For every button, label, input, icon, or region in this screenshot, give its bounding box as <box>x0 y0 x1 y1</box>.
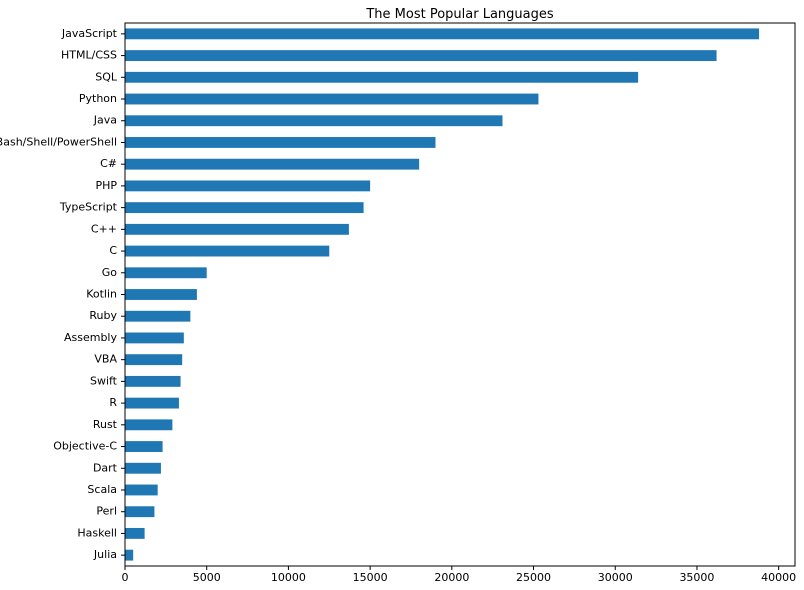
y-tick-label: Rust <box>93 418 118 431</box>
bar <box>125 245 330 257</box>
bar <box>125 354 183 366</box>
bar <box>125 115 503 127</box>
y-tick-label: Dart <box>93 461 118 474</box>
y-tick-label: C++ <box>91 222 117 235</box>
bar <box>125 527 145 539</box>
y-tick-label: Perl <box>96 505 117 518</box>
y-tick-label: Scala <box>87 483 117 496</box>
bar <box>125 158 420 170</box>
bar <box>125 93 539 105</box>
x-tick-label: 25000 <box>516 571 551 584</box>
bar <box>125 375 181 387</box>
bar <box>125 484 158 496</box>
bar <box>125 137 436 148</box>
bar <box>125 397 179 409</box>
y-tick-label: R <box>109 396 117 409</box>
y-tick-label: HTML/CSS <box>61 49 117 62</box>
y-tick-label: Swift <box>90 374 118 387</box>
bar <box>125 267 207 279</box>
x-tick-label: 5000 <box>193 571 221 584</box>
bar <box>125 310 191 322</box>
y-tick-label: Python <box>79 92 117 105</box>
x-tick-label: 40000 <box>761 571 796 584</box>
y-tick-label: Haskell <box>77 526 117 539</box>
bar <box>125 180 371 192</box>
y-tick-label: Julia <box>93 548 117 561</box>
bar <box>125 506 155 518</box>
bar <box>125 441 163 452</box>
x-tick-label: 10000 <box>271 571 306 584</box>
y-tick-label: SQL <box>95 70 118 83</box>
y-tick-label: PHP <box>95 179 117 192</box>
bar <box>125 332 184 344</box>
bar <box>125 419 173 431</box>
plot-frame <box>124 22 796 567</box>
bar <box>125 289 197 300</box>
x-tick-label: 20000 <box>434 571 469 584</box>
y-tick-label: C# <box>100 157 117 170</box>
y-tick-label: JavaScript <box>61 27 118 40</box>
bar <box>125 202 364 214</box>
x-tick-label: 30000 <box>598 571 633 584</box>
y-tick-label: Java <box>93 114 117 127</box>
bar <box>125 549 134 561</box>
y-tick-label: VBA <box>94 353 117 366</box>
x-tick-label: 0 <box>122 571 129 584</box>
x-tick-label: 35000 <box>679 571 714 584</box>
y-tick-label: Bash/Shell/PowerShell <box>0 135 117 148</box>
y-tick-label: TypeScript <box>59 201 118 214</box>
y-tick-label: Kotlin <box>86 288 117 301</box>
bars-layer <box>125 28 760 561</box>
y-axis: JavaScript HTML/CSS SQL Python Java Bash/Shel… <box>0 27 125 561</box>
bar <box>125 223 349 235</box>
y-tick-label: C <box>109 244 117 257</box>
bar <box>125 28 760 40</box>
chart-title: The Most Popular Languages <box>365 7 554 22</box>
y-tick-label: Go <box>102 266 118 279</box>
y-tick-label: Objective-C <box>53 440 117 453</box>
bar <box>125 462 161 474</box>
x-axis: 0 5000 10000 15000 20000 25000 30000 35000 40000 <box>122 566 796 584</box>
bar <box>125 50 717 62</box>
y-tick-label: Assembly <box>64 331 118 344</box>
x-tick-label: 15000 <box>353 571 388 584</box>
y-tick-label: Ruby <box>89 309 117 322</box>
bar <box>125 71 639 83</box>
